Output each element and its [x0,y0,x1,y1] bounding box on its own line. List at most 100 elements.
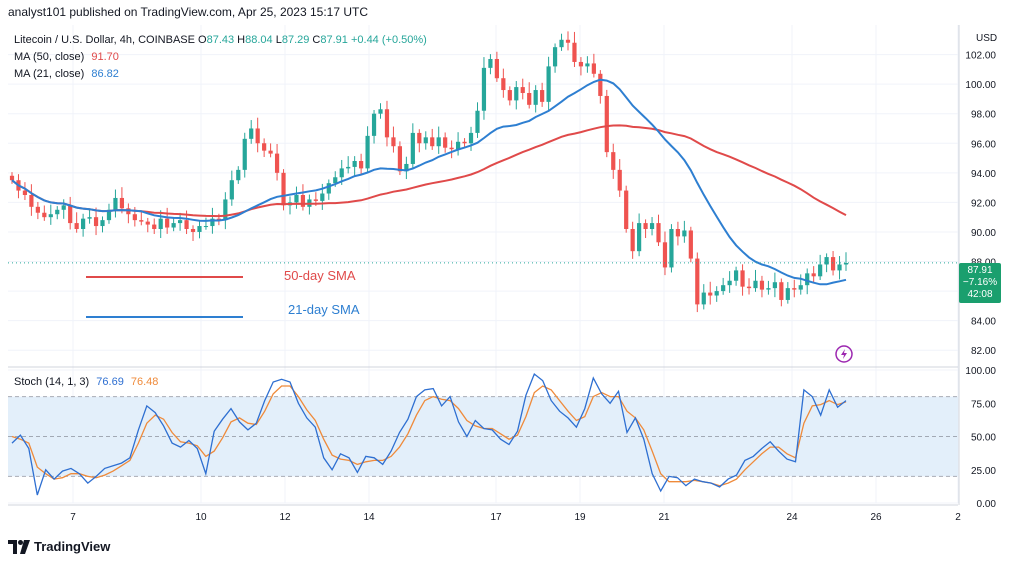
price-tick-label: 92.00 [971,198,996,209]
candle-body [740,270,745,287]
candle-body [604,95,609,153]
candle [93,207,99,236]
candle [68,196,73,230]
candle [559,33,564,51]
candle [443,132,448,153]
candle [811,266,816,283]
candle-body [352,161,357,167]
candle-body [255,128,260,144]
candle [359,153,364,175]
candle-body [346,166,351,169]
candle-body [468,132,474,144]
candle-body [359,161,364,169]
candle-body [546,66,551,102]
candle [145,217,150,233]
candle [352,156,357,176]
candle [287,196,293,215]
time-tick-label: 14 [363,512,375,523]
candle-body [417,132,422,144]
candle-body [443,137,448,148]
time-tick-label: 21 [658,512,670,523]
candle [611,143,616,179]
candle-body [430,137,435,147]
candle [746,278,752,295]
candle [236,166,241,184]
candle-body [313,199,318,201]
candle [792,279,797,298]
candle-body [113,197,118,210]
candle [384,100,390,147]
candle-body [203,226,209,228]
candle [106,203,112,224]
candle [262,138,267,158]
candle [423,131,428,150]
candle-body [106,209,112,221]
tradingview-logo[interactable]: TradingView [8,539,110,554]
candle-body [455,141,461,150]
candle-body [236,169,241,181]
candle [229,170,234,206]
candle [223,192,228,230]
candle-body [48,214,53,218]
candle-body [81,218,86,229]
bar-countdown: 42:08 [967,289,993,300]
stoch-tick-label: 50.00 [971,433,996,444]
candle-body [475,110,480,133]
candle [753,269,758,292]
candle-body [598,73,603,96]
stoch-tick-label: 25.00 [971,466,996,477]
time-tick-label: 19 [574,512,586,523]
candle-body [637,223,642,252]
candle-body [68,205,73,224]
candle [152,218,157,235]
candle [630,221,635,259]
candle-body [177,220,183,224]
candle-body [507,90,512,101]
candle-body [708,292,713,296]
candle [514,81,519,110]
candle-body [656,223,661,243]
candle-body [811,273,816,277]
ohlc-key-o: O [198,34,207,46]
candle [604,89,609,158]
candle [494,51,499,82]
candle [688,226,693,263]
candle [126,203,131,224]
candle-body [488,59,493,68]
candle-body [540,90,545,102]
lightning-icon[interactable] [835,345,853,363]
candle [158,210,163,239]
candle-body [281,172,286,206]
candle [294,186,299,209]
candle-body [223,199,228,221]
candle-body [35,206,40,213]
candle-body [320,193,325,201]
candle-body [695,258,700,305]
tradingview-logo-text: TradingView [34,539,111,554]
candle-body [721,285,726,292]
candle [843,252,849,271]
candle [462,138,467,147]
candle-body [326,183,331,194]
price-tick-label: 96.00 [971,139,996,150]
candle [100,216,105,233]
candle-body [753,280,758,289]
candle-body [824,257,829,265]
candle-body [300,195,306,207]
ma21-line [11,78,847,286]
candle-body [397,146,403,172]
candle-body [591,63,596,74]
ohlc-value-l: 87.29 [281,34,310,46]
candle-body [772,282,777,289]
candle [274,144,280,181]
candle-body [404,163,409,172]
candle-body [93,217,99,227]
candle [190,225,196,241]
candle-body [565,39,571,43]
candle [785,282,790,304]
candle [708,281,713,305]
symbol-title: Litecoin / U.S. Dollar, 4h, COINBASE [14,34,195,46]
candle [42,205,47,221]
candle [656,214,661,246]
